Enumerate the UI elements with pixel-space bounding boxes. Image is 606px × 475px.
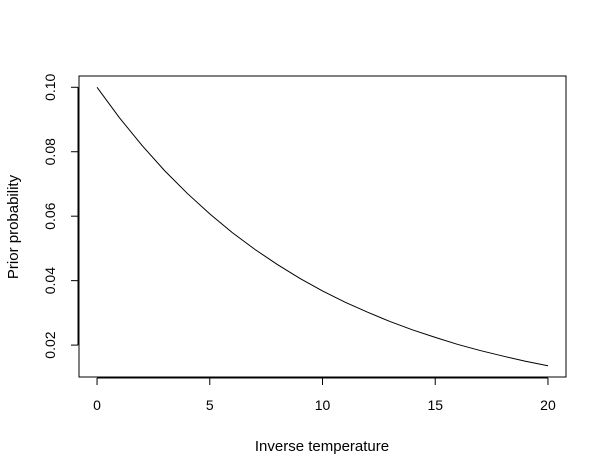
x-tick-label: 10	[315, 397, 331, 413]
y-axis-label: Prior probability	[5, 174, 22, 279]
series-line	[96, 86, 549, 367]
y-tick-label: 0.06	[42, 202, 58, 229]
x-axis: 0 5 10 15 20	[93, 377, 556, 413]
x-tick-label: 15	[427, 397, 443, 413]
x-tick-label: 5	[206, 397, 214, 413]
x-axis-label: Inverse temperature	[255, 438, 389, 455]
series-layer	[96, 86, 549, 367]
plot-frame	[78, 75, 567, 378]
x-tick-label: 0	[93, 397, 101, 413]
x-tick-label: 20	[540, 397, 556, 413]
y-axis: 0.02 0.04 0.06 0.08 0.10	[42, 73, 79, 359]
y-tick-label: 0.04	[42, 267, 58, 294]
y-tick-label: 0.02	[42, 331, 58, 358]
y-tick-label: 0.10	[42, 73, 58, 100]
y-tick-label: 0.08	[42, 138, 58, 165]
